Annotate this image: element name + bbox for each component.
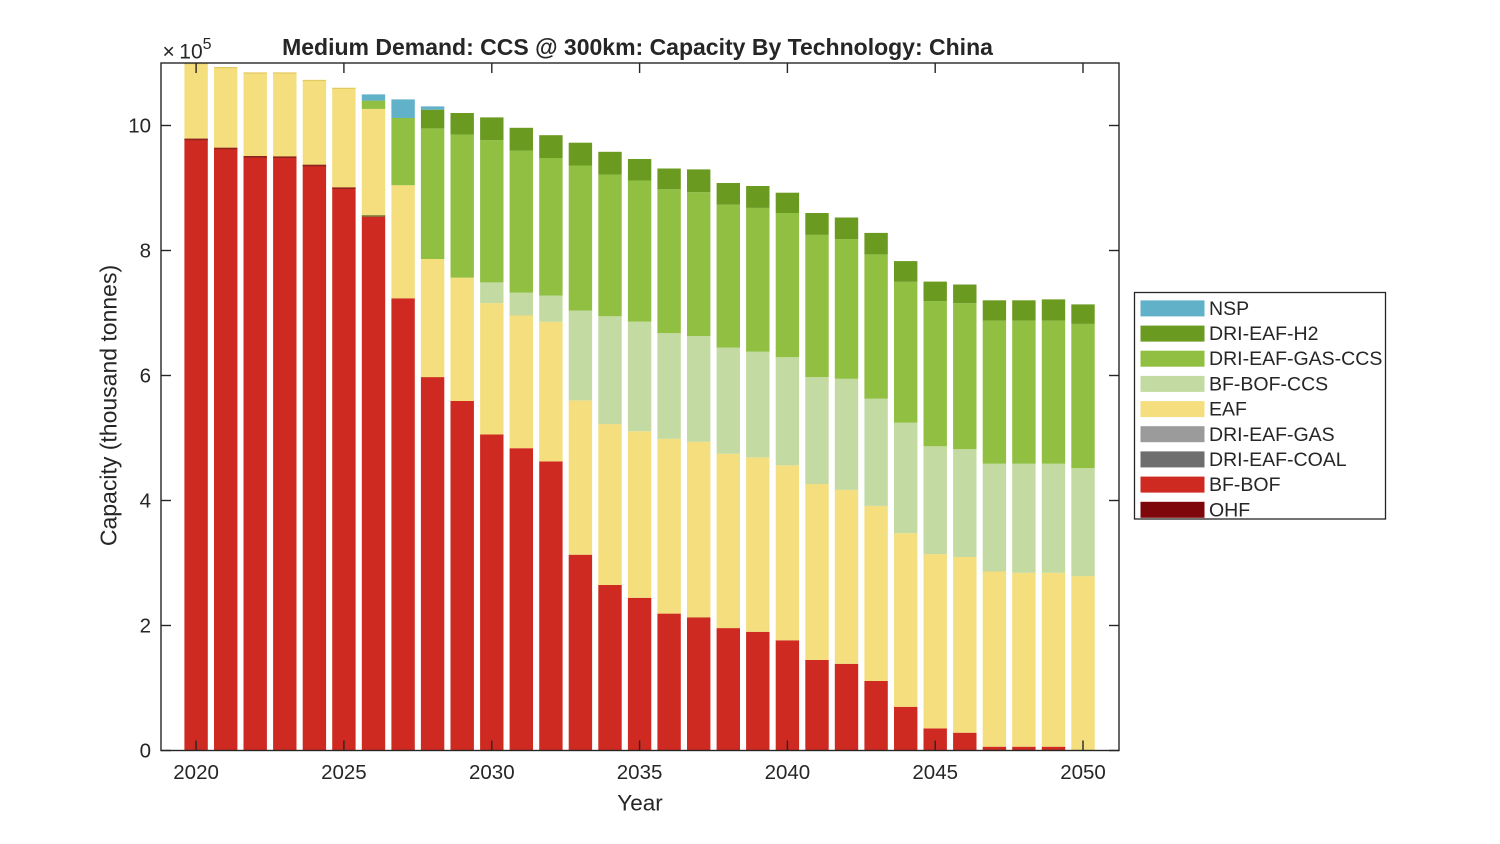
svg-text:6: 6 [140,365,151,388]
svg-text:2040: 2040 [765,761,811,784]
svg-text:OHF: OHF [1209,499,1250,521]
svg-text:DRI-EAF-COAL: DRI-EAF-COAL [1209,449,1347,471]
svg-text:BF-BOF: BF-BOF [1209,474,1281,496]
svg-text:4: 4 [140,490,151,513]
svg-text:Year: Year [617,791,663,816]
svg-text:DRI-EAF-GAS-CCS: DRI-EAF-GAS-CCS [1209,348,1382,370]
svg-text:2020: 2020 [173,761,219,784]
svg-text:NSP: NSP [1209,298,1249,320]
svg-text:2035: 2035 [617,761,663,784]
svg-text:BF-BOF-CCS: BF-BOF-CCS [1209,373,1328,395]
svg-text:EAF: EAF [1209,399,1247,421]
svg-text:2030: 2030 [469,761,515,784]
svg-text:Capacity (thousand tonnes): Capacity (thousand tonnes) [96,265,122,546]
svg-text:2: 2 [140,615,151,638]
svg-text:10: 10 [128,115,151,138]
svg-text:8: 8 [140,240,151,263]
svg-text:2050: 2050 [1060,761,1106,784]
svg-text:2045: 2045 [912,761,958,784]
svg-text:2025: 2025 [321,761,367,784]
svg-text:Medium Demand: CCS @ 300km: Ca: Medium Demand: CCS @ 300km: Capacity By … [282,34,993,60]
svg-text:0: 0 [140,740,151,763]
svg-text:DRI-EAF-GAS: DRI-EAF-GAS [1209,424,1335,446]
svg-text:×105: × 105 [163,36,212,64]
svg-text:DRI-EAF-H2: DRI-EAF-H2 [1209,323,1318,345]
